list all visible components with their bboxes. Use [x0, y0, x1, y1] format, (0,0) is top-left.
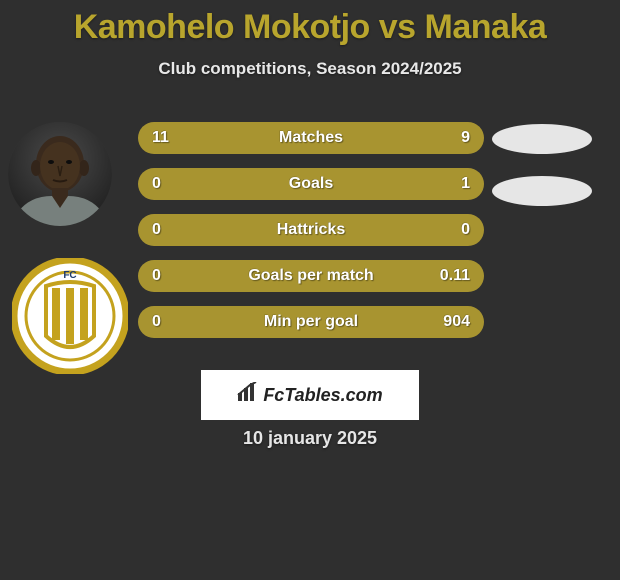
svg-text:FC: FC: [63, 270, 76, 281]
page-title: Kamohelo Mokotjo vs Manaka: [0, 0, 620, 47]
stat-label: Min per goal: [138, 313, 484, 331]
stat-label: Matches: [138, 129, 484, 147]
stat-label: Goals: [138, 175, 484, 193]
date-label: 10 january 2025: [0, 428, 620, 449]
stat-label: Hattricks: [138, 221, 484, 239]
subtitle: Club competitions, Season 2024/2025: [0, 59, 620, 79]
indicator-ellipse: [492, 176, 592, 206]
player-avatar-svg: [8, 122, 112, 226]
stat-label: Goals per match: [138, 267, 484, 285]
stat-right-value: 0.11: [440, 267, 470, 285]
stat-right-value: 0: [461, 221, 470, 239]
chart-icon: [237, 382, 259, 408]
club-logo: FC: [12, 258, 128, 374]
branding-label: FcTables.com: [263, 385, 382, 406]
stat-right-value: 904: [443, 313, 470, 331]
branding-badge: FcTables.com: [201, 370, 419, 420]
stat-row-goals: 0 Goals 1: [138, 168, 484, 200]
stat-right-value: 1: [461, 175, 470, 193]
stat-row-hattricks: 0 Hattricks 0: [138, 214, 484, 246]
player-photo: [8, 122, 112, 226]
stat-rows: 11 Matches 9 0 Goals 1 0 Hattricks 0 0 G…: [138, 122, 484, 352]
club-logo-svg: FC: [12, 258, 128, 374]
indicator-ellipse: [492, 124, 592, 154]
stat-row-matches: 11 Matches 9: [138, 122, 484, 154]
stat-row-goals-per-match: 0 Goals per match 0.11: [138, 260, 484, 292]
stat-row-min-per-goal: 0 Min per goal 904: [138, 306, 484, 338]
stat-right-value: 9: [461, 129, 470, 147]
